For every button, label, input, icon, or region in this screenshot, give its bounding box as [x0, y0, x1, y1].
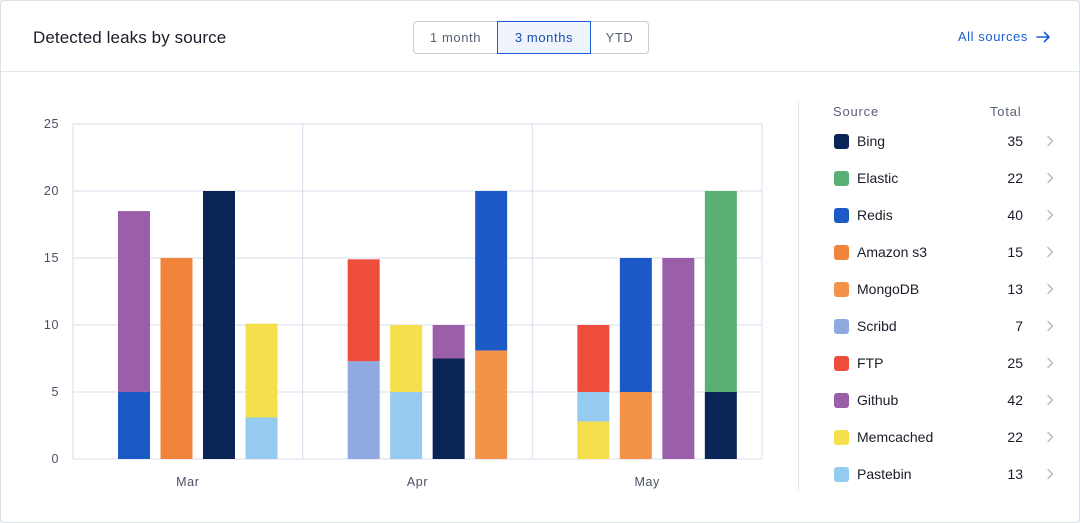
legend-item-total: 35: [1007, 133, 1023, 149]
bar-segment-apr-scribd: [347, 361, 380, 459]
chevron-right-icon: [1047, 283, 1054, 295]
legend-item-name: FTP: [857, 355, 884, 371]
bar-segment-apr-mongodb: [475, 350, 508, 459]
legend-item-name: Amazon s3: [857, 244, 928, 260]
legend-item-total: 13: [1007, 281, 1023, 297]
chevron-right-icon: [1047, 209, 1054, 221]
bar-segment-apr-redis: [475, 191, 508, 351]
legend-item-elastic[interactable]: Elastic 22: [833, 160, 1063, 197]
y-tick-label: 25: [44, 117, 59, 131]
y-tick-label: 0: [51, 452, 59, 466]
chevron-right-icon: [1047, 172, 1054, 184]
legend-list: Bing 35 Elastic 22 Redis 40 Amazon s3 15 MongoDB…: [833, 123, 1063, 493]
bar-segment-may-redis: [619, 258, 652, 392]
arrow-right-icon: [1036, 31, 1050, 42]
legend-item-name: MongoDB: [857, 281, 920, 297]
bar-segment-apr-pastebin: [390, 392, 423, 459]
bar-segment-mar-amazon-s3: [160, 258, 193, 459]
source-column-header: Source: [833, 104, 879, 119]
legend-item-name: Memcached: [857, 429, 934, 445]
legend-panel: Source Total Bing 35 Elastic 22 Redis 40 Amazo…: [833, 101, 1063, 493]
range-1-month-button[interactable]: 1 month: [429, 30, 482, 45]
legend-item-name: Bing: [857, 133, 886, 149]
legend-item-total: 15: [1007, 244, 1023, 260]
y-tick-label: 10: [44, 318, 59, 332]
legend-swatch: [834, 282, 849, 297]
legend-item-total: 7: [1015, 318, 1023, 334]
legend-item-amazon-s3[interactable]: Amazon s3 15: [833, 234, 1063, 271]
bar-segment-mar-bing: [203, 191, 235, 459]
legend-item-total: 22: [1007, 170, 1023, 186]
x-tick-label: Apr: [407, 475, 428, 489]
bar-segment-may-mongodb: [619, 392, 652, 459]
bar-segment-mar-github: [118, 211, 150, 392]
legend-item-redis[interactable]: Redis 40: [833, 197, 1063, 234]
bar-segment-may-ftp: [577, 325, 610, 392]
legend-item-github[interactable]: Github 42: [833, 382, 1063, 419]
y-tick-label: 5: [51, 385, 59, 399]
legend-item-memcached[interactable]: Memcached 22: [833, 419, 1063, 456]
legend-header: Source Total: [833, 101, 1063, 123]
bar-segment-apr-bing: [432, 358, 465, 459]
all-sources-link[interactable]: All sources: [958, 29, 1051, 44]
bar-segment-may-elastic: [704, 191, 737, 392]
y-tick-label: 15: [44, 251, 59, 265]
chevron-right-icon: [1047, 246, 1054, 258]
legend-item-total: 22: [1007, 429, 1023, 445]
legend-item-name: Scribd: [857, 318, 897, 334]
range-3-months-button[interactable]: 3 months: [497, 21, 591, 54]
chart-area: 0 5 10 15 20 25 Mar Apr May: [1, 72, 791, 512]
bar-segment-apr-ftp: [347, 259, 380, 362]
legend-swatch: [834, 356, 849, 371]
chevron-right-icon: [1047, 468, 1054, 480]
bar-segment-may-memcached: [577, 421, 610, 459]
legend-swatch: [834, 393, 849, 408]
chevron-right-icon: [1047, 431, 1054, 443]
range-ytd-button[interactable]: YTD: [605, 30, 634, 45]
legend-swatch: [834, 467, 849, 482]
card-title: Detected leaks by source: [33, 28, 227, 47]
legend-item-mongodb[interactable]: MongoDB 13: [833, 271, 1063, 308]
bar-segment-may-pastebin: [577, 392, 610, 422]
bar-segment-may-bing: [704, 392, 737, 459]
chevron-right-icon: [1047, 320, 1054, 332]
legend-item-total: 42: [1007, 392, 1023, 408]
legend-item-bing[interactable]: Bing 35: [833, 123, 1063, 160]
bar-segment-apr-memcached: [390, 325, 423, 392]
panel-divider: [798, 101, 799, 491]
legend-item-scribd[interactable]: Scribd 7: [833, 308, 1063, 345]
legend-swatch: [834, 245, 849, 260]
legend-swatch: [834, 171, 849, 186]
legend-item-ftp[interactable]: FTP 25: [833, 345, 1063, 382]
chevron-right-icon: [1047, 394, 1054, 406]
legend-item-name: Pastebin: [857, 466, 912, 482]
legend-item-total: 40: [1007, 207, 1023, 223]
range-selector: 1 month 3 months YTD: [413, 21, 649, 54]
legend-item-total: 13: [1007, 466, 1023, 482]
legend-item-name: Github: [857, 392, 899, 408]
legend-item-pastebin[interactable]: Pastebin 13: [833, 456, 1063, 493]
legend-item-name: Redis: [857, 207, 893, 223]
chevron-right-icon: [1047, 135, 1054, 147]
total-column-header: Total: [990, 104, 1022, 119]
y-tick-label: 20: [44, 184, 59, 198]
bar-segment-may-github: [662, 258, 695, 459]
x-tick-label: May: [634, 475, 660, 489]
x-tick-label: Mar: [176, 475, 199, 489]
legend-swatch: [834, 134, 849, 149]
bar-chart: 0 5 10 15 20 25 Mar Apr May: [44, 117, 763, 489]
all-sources-label: All sources: [957, 29, 1028, 44]
card-header: Detected leaks by source 1 month 3 month…: [1, 1, 1079, 72]
legend-item-total: 25: [1007, 355, 1023, 371]
legend-item-name: Elastic: [857, 170, 899, 186]
chevron-right-icon: [1047, 357, 1054, 369]
legend-swatch: [834, 430, 849, 445]
legend-swatch: [834, 319, 849, 334]
bar-segment-mar-redis: [118, 392, 150, 459]
bar-segment-mar-pastebin: [245, 417, 278, 459]
bar-segment-apr-github: [432, 325, 465, 359]
legend-swatch: [834, 208, 849, 223]
bar-segment-mar-memcached: [245, 323, 278, 418]
